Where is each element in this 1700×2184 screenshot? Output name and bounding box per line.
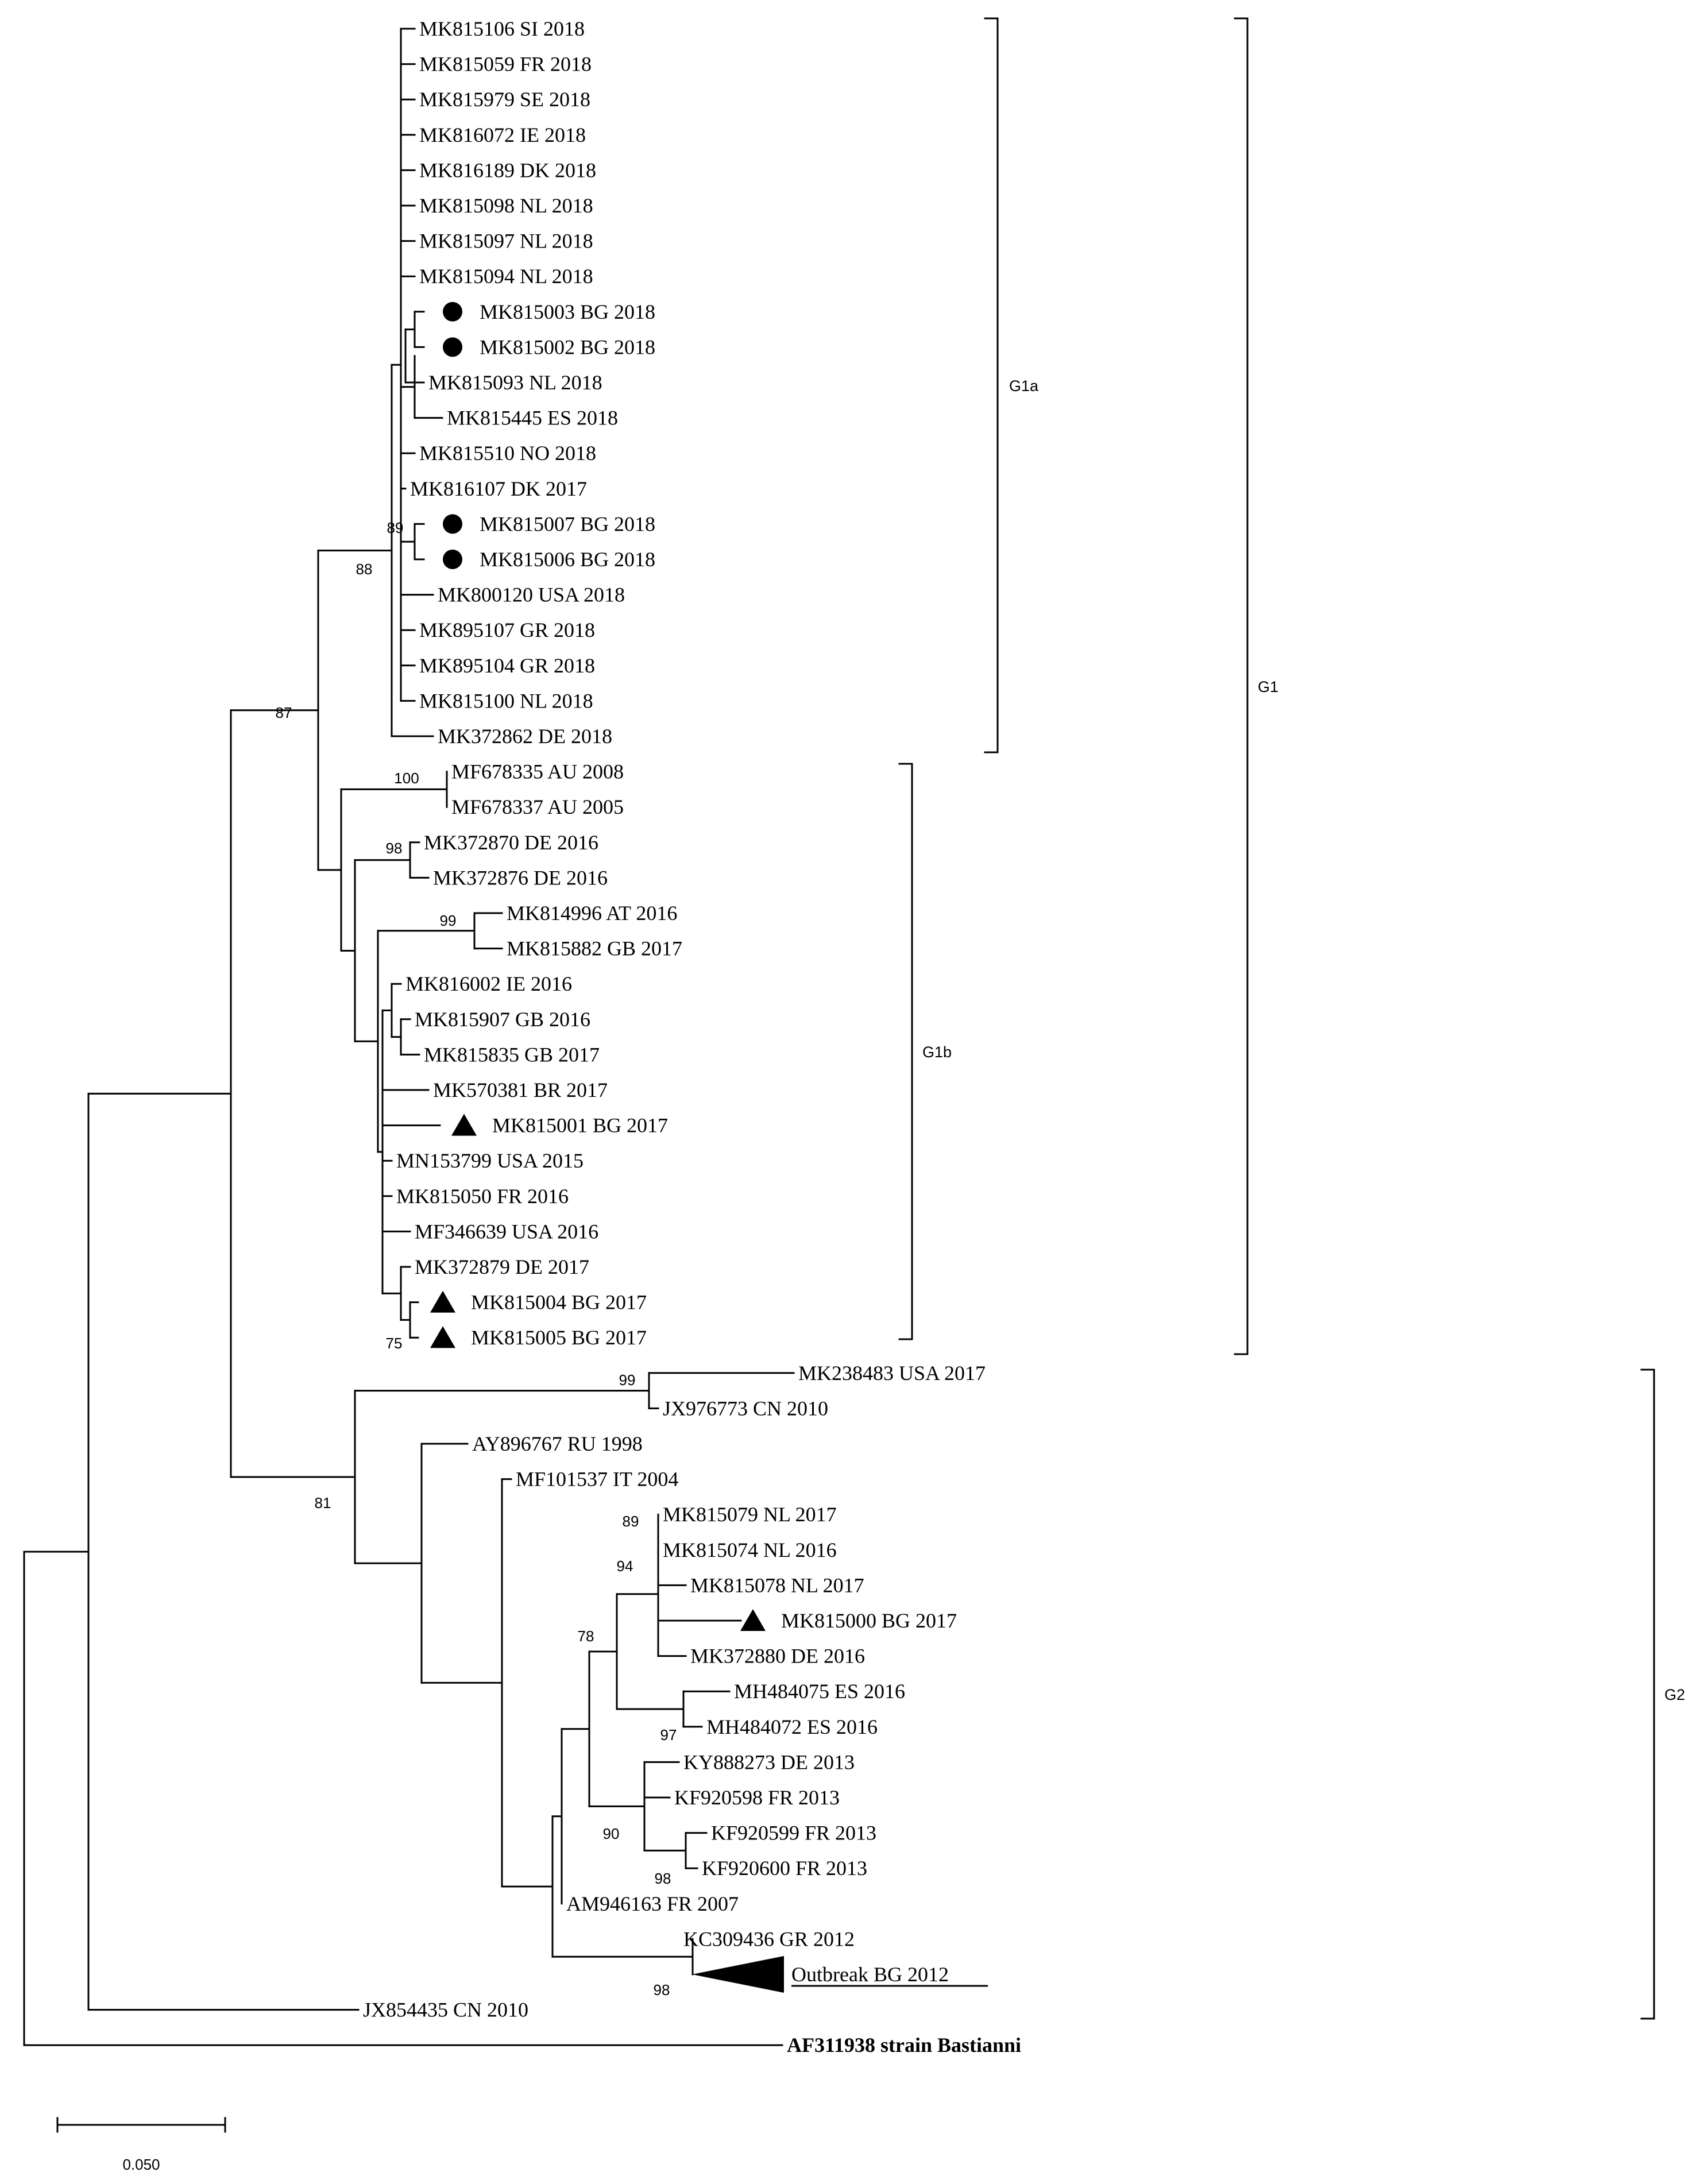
- bootstrap-value: 89: [387, 519, 404, 536]
- tip-label: MK815000 BG 2017: [781, 1609, 957, 1632]
- tip-label: MK814996 AT 2016: [507, 902, 677, 925]
- tip-label: MK815003 BG 2018: [480, 300, 655, 323]
- tip-label: MK815074 NL 2016: [663, 1539, 837, 1561]
- tip-label: MK815100 NL 2018: [419, 689, 593, 712]
- triangle-marker-icon: [451, 1114, 477, 1136]
- tip-label: AF311938 strain Bastianni: [787, 2034, 1021, 2057]
- clade-bracket-g1b: [898, 763, 913, 1340]
- tip-label: MK815979 SE 2018: [419, 88, 590, 111]
- tip-label: MH484075 ES 2016: [734, 1680, 905, 1703]
- tip-label: MK372879 DE 2017: [415, 1255, 589, 1278]
- tip-label: MK372870 DE 2016: [424, 831, 598, 854]
- tip-label: MK815002 BG 2018: [480, 335, 655, 358]
- triangle-marker-icon: [430, 1326, 455, 1348]
- tip-label: KF920599 FR 2013: [711, 1822, 876, 1845]
- tip-label: MK815006 BG 2018: [480, 548, 655, 571]
- circle-marker-icon: [443, 550, 462, 569]
- bootstrap-value: 99: [619, 1371, 636, 1389]
- tip-label: AM946163 FR 2007: [566, 1892, 739, 1915]
- tip-label: KF920598 FR 2013: [674, 1786, 840, 1809]
- tip-label: MF346639 USA 2016: [415, 1220, 598, 1243]
- tip-label: MK815510 NO 2018: [419, 442, 596, 465]
- circle-marker-icon: [443, 514, 462, 534]
- tip-label: MK816072 IE 2018: [419, 123, 586, 146]
- tip-label: MK815059 FR 2018: [419, 53, 592, 76]
- tip-label: MK895107 GR 2018: [419, 619, 595, 641]
- collapsed-clade-triangle: [692, 1956, 784, 1993]
- tip-label: KY888273 DE 2013: [683, 1750, 855, 1773]
- bootstrap-value: 97: [660, 1726, 677, 1744]
- tip-label: MK815882 GB 2017: [507, 937, 682, 960]
- tip-label: MK816002 IE 2016: [405, 972, 572, 995]
- tip-label: MK815079 NL 2017: [663, 1503, 837, 1526]
- tip-markers: [430, 301, 784, 1993]
- tip-label: MK816107 DK 2017: [410, 477, 587, 500]
- tip-label: MH484072 ES 2016: [706, 1715, 878, 1738]
- tip-labels: MK815106 SI 2018 MK815059 FR 2018 MK815979…: [363, 17, 1021, 2057]
- tip-label: MF678335 AU 2008: [451, 760, 624, 783]
- clade-label-g1: G1: [1258, 678, 1278, 695]
- tip-label: MK815106 SI 2018: [419, 17, 585, 40]
- tip-label: MF101537 IT 2004: [516, 1468, 678, 1491]
- tip-label: MK895104 GR 2018: [419, 654, 595, 677]
- clade-bracket-g1: [1234, 17, 1249, 1355]
- bootstrap-value: 99: [440, 912, 457, 929]
- tip-label: JX854435 CN 2010: [363, 1999, 528, 2021]
- tip-label: MK815907 GB 2016: [415, 1008, 590, 1031]
- bootstrap-value: 81: [315, 1494, 331, 1512]
- tip-label: AY896767 RU 1998: [472, 1432, 643, 1455]
- tree-branches: [23, 28, 795, 2046]
- bootstrap-value: 75: [386, 1335, 403, 1352]
- tip-label: Outbreak BG 2012: [791, 1963, 949, 1986]
- tip-label: MK815835 GB 2017: [424, 1043, 600, 1066]
- circle-marker-icon: [443, 301, 462, 322]
- tip-label: MK815093 NL 2018: [428, 371, 602, 394]
- tip-label: MK815098 NL 2018: [419, 194, 593, 217]
- tip-label: MK800120 USA 2018: [438, 583, 625, 606]
- scale-bar-label: 0.050: [122, 2156, 160, 2173]
- tip-label: MK372876 DE 2016: [433, 866, 608, 889]
- tip-label: MK815007 BG 2018: [480, 512, 655, 535]
- bootstrap-value: 98: [386, 840, 403, 857]
- bootstrap-value: 98: [655, 1870, 671, 1887]
- triangle-marker-icon: [740, 1609, 766, 1631]
- tip-label: MK815050 FR 2016: [396, 1185, 569, 1208]
- tip-label: MF678337 AU 2005: [451, 795, 624, 818]
- tip-label: MK570381 BR 2017: [433, 1079, 608, 1101]
- tip-label: MK816189 DK 2018: [419, 159, 596, 181]
- triangle-marker-icon: [430, 1290, 455, 1313]
- tip-label: MK815445 ES 2018: [447, 407, 618, 430]
- tip-label: MK815001 BG 2017: [492, 1114, 668, 1137]
- tip-label: MK815078 NL 2017: [690, 1574, 864, 1597]
- bootstrap-value: 87: [276, 704, 292, 721]
- bootstrap-value: 98: [654, 1981, 670, 1999]
- tip-label: JX976773 CN 2010: [663, 1397, 828, 1420]
- tip-label: MK815094 NL 2018: [419, 265, 593, 288]
- circle-marker-icon: [443, 337, 462, 357]
- clade-label-g1b: G1b: [922, 1043, 952, 1061]
- bootstrap-value: 78: [578, 1628, 594, 1645]
- bootstrap-value: 90: [603, 1825, 620, 1842]
- bootstrap-value: 89: [623, 1513, 639, 1530]
- tip-label: MN153799 USA 2015: [396, 1149, 584, 1172]
- bootstrap-value: 100: [394, 770, 419, 787]
- clade-label-g1a: G1a: [1009, 377, 1039, 395]
- bootstrap-values: 88 87 89 100 98 99 75 99 81 89 94 78 97 90 98 98: [276, 519, 677, 1999]
- scale-bar: 0.050: [56, 2117, 226, 2173]
- tip-label: MK815004 BG 2017: [471, 1291, 647, 1314]
- tip-label: MK372880 DE 2016: [690, 1645, 865, 1668]
- tip-label: MK238483 USA 2017: [798, 1362, 986, 1385]
- clade-bracket-g2: [1640, 1369, 1655, 2020]
- clade-brackets: G1a G1b G1 G2: [898, 17, 1685, 2020]
- tip-label: MK372862 DE 2018: [438, 725, 612, 748]
- tip-label: MK815005 BG 2017: [471, 1326, 647, 1349]
- clade-label-g2: G2: [1664, 1686, 1685, 1703]
- bootstrap-value: 88: [356, 561, 373, 578]
- tip-label: KF920600 FR 2013: [702, 1857, 867, 1880]
- bootstrap-value: 94: [617, 1557, 633, 1575]
- tip-label: MK815097 NL 2018: [419, 230, 593, 253]
- tip-label: KC309436 GR 2012: [683, 1927, 855, 1950]
- clade-bracket-g1a: [984, 17, 999, 753]
